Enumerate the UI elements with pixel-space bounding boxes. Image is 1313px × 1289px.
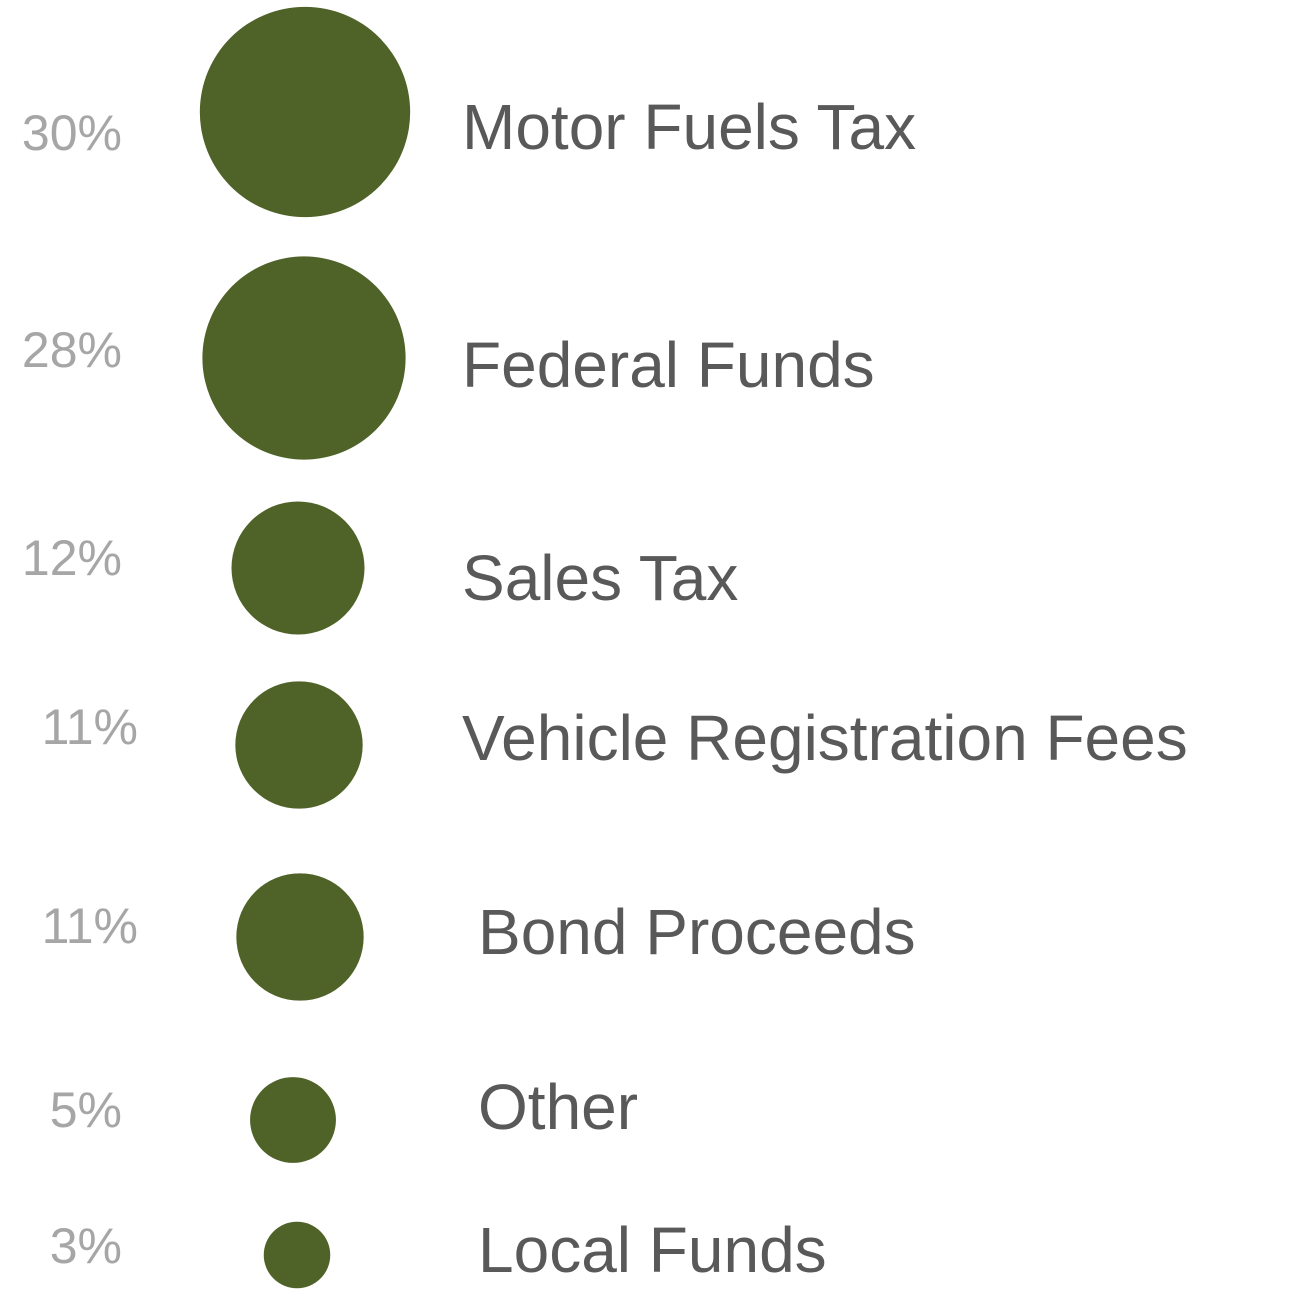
value-label: 3% xyxy=(50,1218,122,1274)
category-label: Vehicle Registration Fees xyxy=(462,702,1188,774)
category-label: Federal Funds xyxy=(462,329,875,401)
bubble xyxy=(263,1221,331,1289)
value-label: 11% xyxy=(42,898,138,954)
bubble xyxy=(199,6,411,218)
bubble xyxy=(202,256,406,460)
value-label: 28% xyxy=(22,322,122,378)
category-label: Other xyxy=(478,1071,638,1143)
bubble xyxy=(231,501,365,635)
value-label: 30% xyxy=(22,105,122,161)
value-label: 12% xyxy=(22,530,122,586)
category-label: Local Funds xyxy=(478,1214,827,1286)
bubble xyxy=(236,873,364,1001)
value-label: 5% xyxy=(50,1082,122,1138)
category-label: Bond Proceeds xyxy=(478,896,916,968)
category-label: Motor Fuels Tax xyxy=(462,91,916,163)
category-label: Sales Tax xyxy=(462,542,738,614)
value-label: 11% xyxy=(42,699,138,755)
bubble xyxy=(250,1077,336,1163)
bubble xyxy=(235,681,363,809)
